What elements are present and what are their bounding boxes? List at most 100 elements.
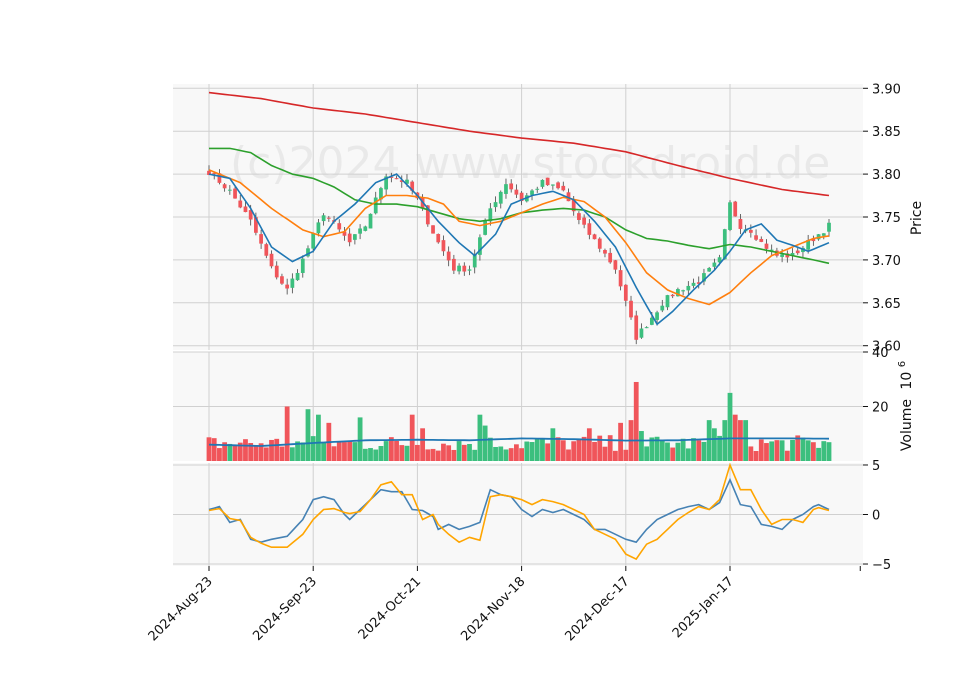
candle-body (649, 317, 654, 325)
candle-body (384, 176, 389, 190)
candle-body (795, 250, 800, 254)
candle-body (269, 253, 274, 267)
candle-body (681, 290, 685, 292)
candle-body (478, 237, 482, 255)
volume-bar (592, 441, 597, 461)
candle-body (738, 218, 743, 229)
volume-bar (321, 442, 327, 461)
x-tick-label: 2024-Nov-18 (458, 574, 528, 644)
x-tick-label: 2024-Sep-23 (250, 574, 320, 644)
volume-bar (336, 441, 342, 461)
y-tick-label: 0 (872, 509, 880, 524)
candle-body (431, 225, 435, 234)
candle-body (425, 205, 430, 225)
candle-body (644, 327, 649, 329)
candle-body (342, 231, 347, 236)
price-axis: 3.60 3.65 3.70 3.75 3.80 3.85 3.90 (863, 82, 901, 355)
candle-body (238, 200, 243, 208)
volume-bar (274, 438, 280, 461)
volume-axis-label: Volume 10 6 (897, 361, 915, 451)
candle-body (790, 252, 795, 256)
volume-bar (701, 441, 707, 461)
candle-body (316, 222, 321, 234)
candle-body (504, 184, 508, 194)
volume-bar (555, 437, 561, 461)
volume-bar (331, 446, 337, 461)
candlesticks (207, 165, 831, 345)
volume-bar (665, 442, 670, 461)
volume-bar (446, 445, 452, 461)
price-axis-label: Price (909, 201, 925, 235)
volume-bar (612, 450, 618, 461)
candle-body (561, 185, 566, 191)
volume-bar (217, 448, 222, 461)
y-tick-label: 3.75 (872, 211, 901, 226)
candle-body (394, 178, 399, 180)
volume-bar (441, 443, 446, 461)
volume-bar (310, 436, 316, 461)
volume-bar (618, 422, 623, 461)
candle-body (676, 289, 680, 297)
volume-bar (764, 443, 769, 461)
volume-bar (545, 443, 551, 461)
candle-body (629, 300, 633, 318)
candle-body (764, 243, 769, 249)
volume-bar (711, 428, 717, 461)
candle-body (696, 282, 701, 284)
volume-bar (675, 442, 681, 461)
volume-bar (529, 442, 535, 461)
candle-body (222, 184, 227, 189)
candle-body (550, 184, 555, 186)
volume-bar (388, 437, 394, 461)
volume-bar (805, 440, 811, 461)
candle-body (623, 284, 628, 301)
volume-bar (649, 437, 655, 461)
candle-body (587, 223, 592, 235)
candle-body (227, 189, 232, 191)
candle-body (389, 176, 394, 178)
volume-bar (253, 445, 259, 461)
y-tick-label: 3.65 (872, 297, 901, 312)
volume-bar (232, 445, 238, 461)
volume-bar (243, 439, 248, 461)
volume-bar (222, 442, 228, 461)
candle-body (748, 229, 753, 233)
volume-bar (498, 446, 504, 461)
volume-bar (795, 435, 801, 461)
oscillator-signal-line (208, 462, 830, 561)
candle-body (754, 235, 758, 240)
volume-bar (430, 448, 436, 461)
volume-moving-average (208, 437, 830, 447)
volume-bar (639, 431, 644, 461)
volume-bar (420, 428, 426, 461)
candle-body (613, 260, 618, 270)
candle-body (493, 202, 498, 208)
candle-body (254, 217, 258, 233)
candle-body (300, 258, 305, 273)
volume-bar (758, 439, 764, 461)
volume-bar (685, 448, 691, 461)
candle-body (472, 254, 477, 268)
volume-bar (467, 443, 472, 461)
volume-bar (409, 414, 415, 461)
candle-body (566, 192, 571, 202)
ma-fast-line (208, 173, 830, 326)
x-tick-label: 2024-Aug-23 (146, 574, 216, 644)
candle-body (259, 234, 263, 244)
candle-body (306, 248, 310, 257)
volume-bar (399, 445, 405, 461)
volume-bar (540, 438, 545, 461)
volume-bar (295, 441, 300, 461)
candle-body (441, 240, 446, 252)
y-tick-label: 20 (872, 401, 889, 416)
volume-label-text: Volume (899, 399, 915, 451)
ma-mid-line (208, 169, 830, 306)
candle-body (556, 182, 560, 189)
oscillator-panel: 5 0 −5 (173, 459, 891, 573)
candle-body (639, 328, 644, 338)
volume-bar (774, 440, 780, 461)
volume-bar (503, 449, 509, 461)
candle-body (582, 217, 587, 225)
candle-body (728, 202, 732, 230)
